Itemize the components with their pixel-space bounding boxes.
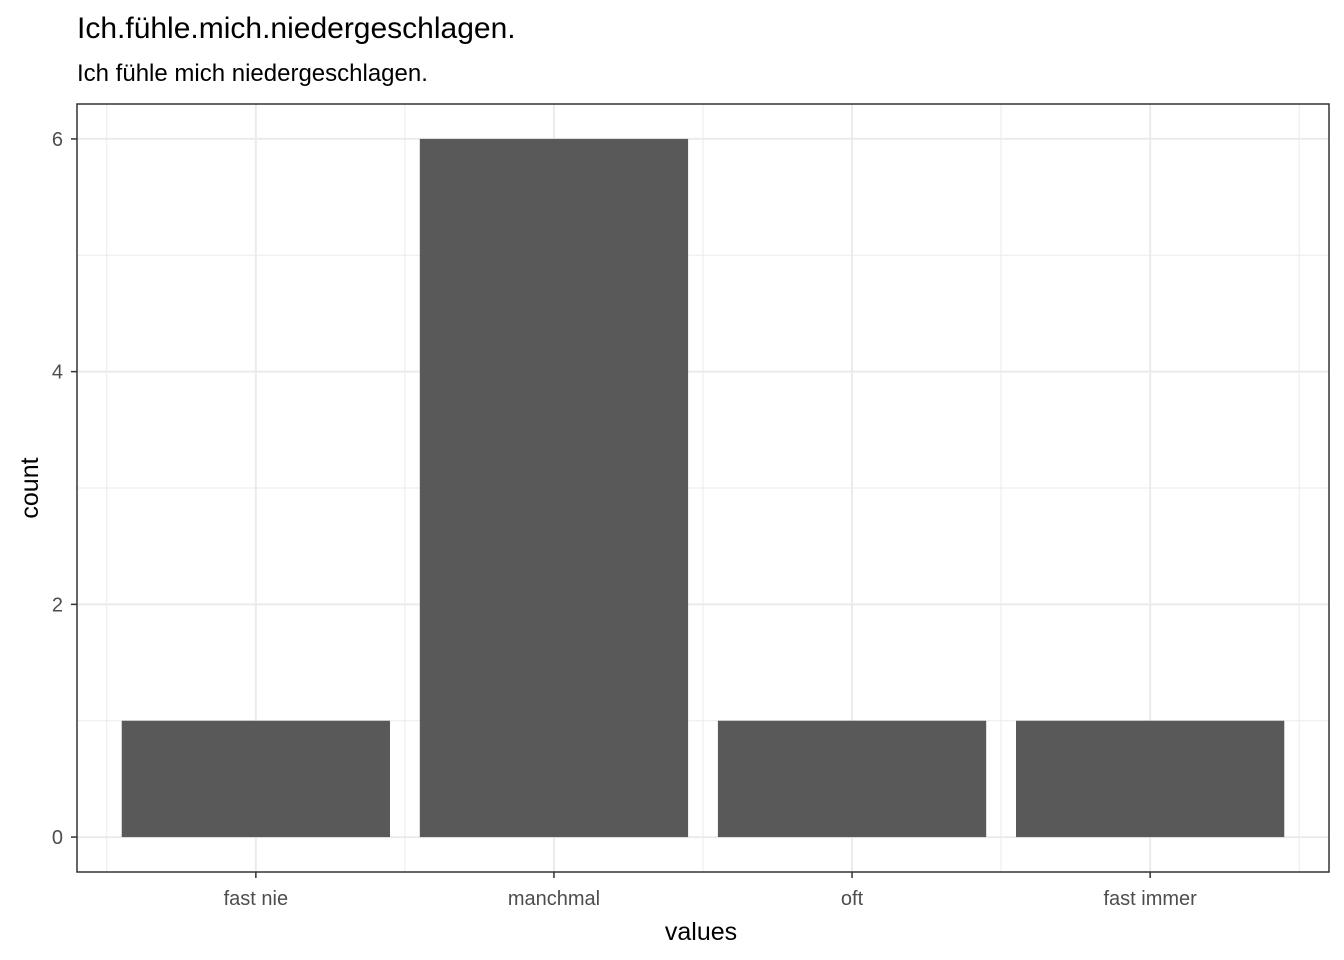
bar-fast-immer: [1016, 720, 1285, 838]
x-tick-label: manchmal: [508, 888, 600, 910]
chart-title: Ich.fühle.mich.niedergeschlagen.: [77, 12, 516, 45]
y-tick-label: 2: [52, 594, 63, 616]
y-axis-title: count: [16, 457, 44, 518]
y-tick-label: 0: [52, 827, 63, 849]
y-tick-label: 6: [52, 129, 63, 151]
x-axis-title: values: [665, 918, 737, 946]
x-tick-label: fast immer: [1103, 888, 1197, 910]
y-tick-label: 4: [52, 362, 63, 384]
bar-oft: [717, 720, 987, 838]
bar-fast-nie: [121, 720, 390, 838]
x-tick-label: oft: [841, 888, 864, 910]
axes: 0 2 4 6 fast nie manchmal oft fast immer: [52, 129, 1197, 910]
x-tick-label: fast nie: [224, 888, 288, 910]
bars: [121, 138, 1285, 838]
chart-subtitle: Ich fühle mich niedergeschlagen.: [77, 60, 428, 87]
bar-manchmal: [419, 138, 689, 838]
plot-panel-border: [76, 103, 1330, 873]
